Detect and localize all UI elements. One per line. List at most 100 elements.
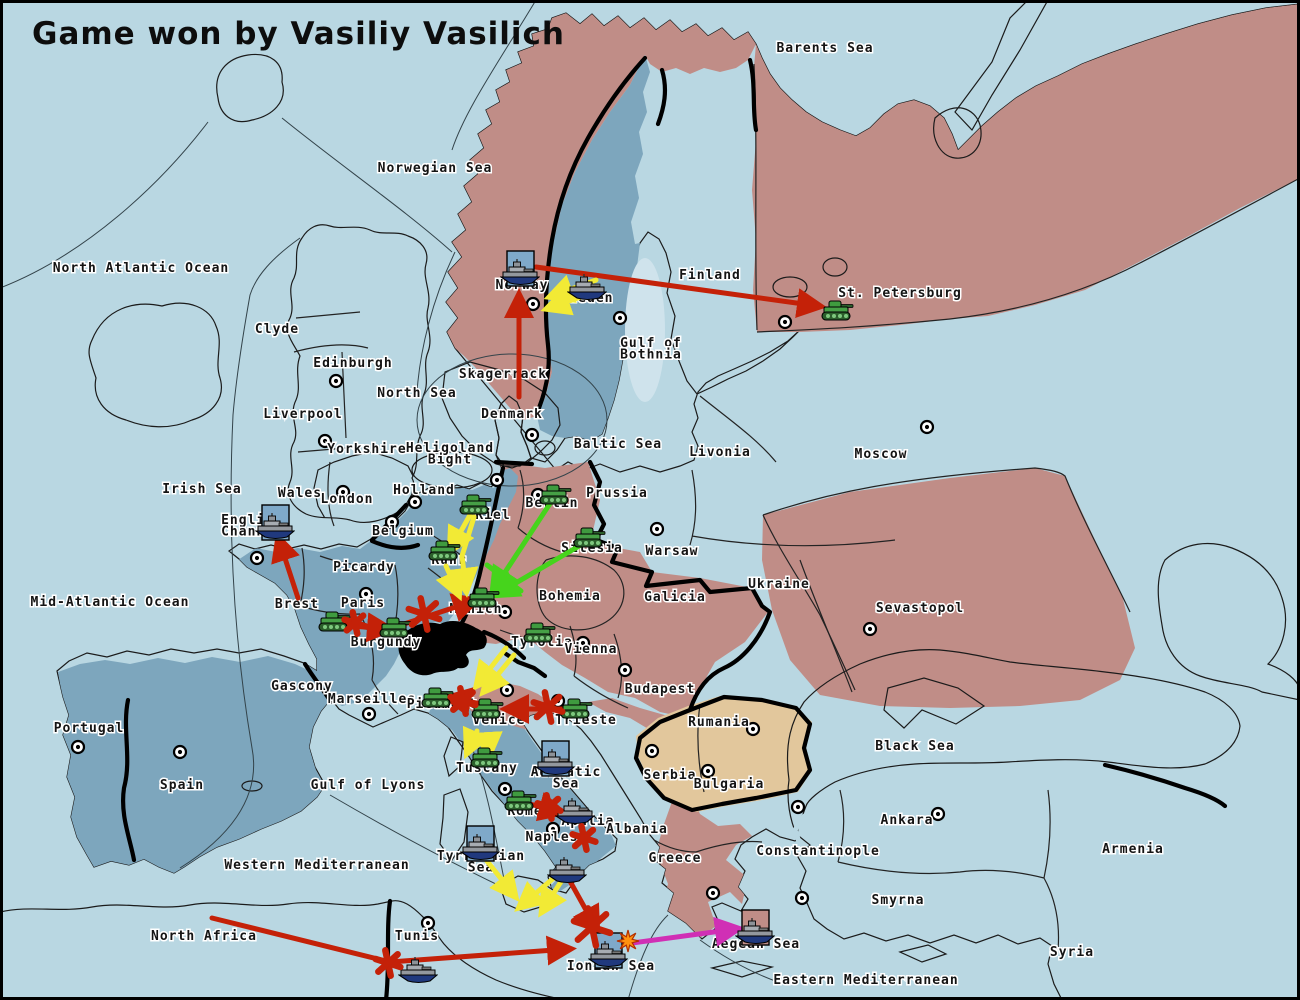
lake-onega (822, 257, 848, 277)
label-serbia: Serbia (644, 768, 697, 783)
label-constantinople: Constantinople (756, 844, 880, 859)
region-danish-isles (534, 440, 556, 456)
supply-center-marker (358, 586, 374, 602)
sea-caspian (1157, 542, 1300, 701)
label-st-petersburg: St. Petersburg (838, 286, 962, 301)
province-labels: Norwegian Sea Barents Sea North Atlantic O… (29, 40, 1164, 990)
label-heligoland-bight: Heligoland Bight (406, 441, 494, 468)
label-edinburgh: Edinburgh (313, 356, 392, 371)
region-norway-lapland (446, 13, 756, 420)
supply-center-marker (407, 494, 423, 510)
supply-center-marker (777, 314, 793, 330)
region-sardinia (439, 788, 469, 862)
move-arrow-yellow (479, 652, 517, 697)
failed-move-x-mark (372, 947, 404, 979)
supply-center-marker (617, 662, 633, 678)
label-london: London (321, 492, 374, 507)
label-belgium: Belgium (372, 524, 434, 539)
region-north-africa (0, 900, 566, 1000)
supply-center-marker (649, 521, 665, 537)
failed-move-x-mark (405, 595, 443, 633)
supply-center-marker (862, 621, 878, 637)
supply-center-marker (384, 514, 400, 530)
region-denmark (494, 395, 532, 467)
label-skagerrack: Skagerrack (459, 367, 547, 382)
label-baltic-sea: Baltic Sea (574, 437, 662, 452)
label-bulgaria: Bulgaria (694, 777, 765, 792)
label-ukraine: Ukraine (748, 577, 810, 592)
label-gascony: Gascony (271, 679, 333, 694)
supply-center-marker (545, 821, 561, 837)
region-central-europe (462, 462, 768, 718)
fleet-english-channel (255, 504, 295, 541)
label-galicia: Galicia (644, 590, 706, 605)
supply-center-marker (249, 550, 265, 566)
units (255, 250, 854, 984)
label-syria: Syria (1050, 945, 1094, 960)
label-gulf-of-bothnia: Gulf of Bothnia (620, 336, 682, 363)
supply-center-marker (705, 885, 721, 901)
supply-center-marker (575, 635, 591, 651)
label-wales: Wales (278, 486, 322, 501)
label-vienna: Vienna (565, 642, 618, 657)
region-west-balkans (588, 698, 752, 938)
region-corsica (443, 736, 464, 778)
supply-center-marker (525, 296, 541, 312)
label-albania: Albania (606, 822, 668, 837)
label-portugal: Portugal (54, 721, 125, 736)
label-irish-sea: Irish Sea (162, 482, 241, 497)
label-liverpool: Liverpool (263, 407, 342, 422)
supply-center-marker (497, 781, 513, 797)
label-picardy: Picardy (333, 560, 395, 575)
failed-move-x-mark (570, 905, 614, 949)
move-arrow-green (484, 562, 524, 594)
lake-ladoga (772, 276, 808, 298)
label-spain: Spain (160, 778, 204, 793)
label-gulf-of-lyons: Gulf of Lyons (311, 778, 426, 793)
inland-seas (411, 0, 1300, 860)
label-armenia: Armenia (1102, 842, 1164, 857)
sea-heligoland-bight (411, 451, 493, 489)
move-arrow-yellow (538, 877, 567, 918)
supply-center-marker (70, 739, 86, 755)
supply-center-marker (172, 744, 188, 760)
supply-center-marker (361, 706, 377, 722)
move-arrow-red (533, 264, 827, 318)
fleet-aegean-sea (735, 909, 775, 946)
region-cyprus (898, 944, 948, 963)
sea-bosphorus-strait (783, 813, 808, 860)
region-sweden (537, 55, 650, 441)
supply-center-marker (317, 433, 333, 449)
region-balkans-neutral (636, 696, 812, 812)
supply-center-marker (745, 721, 761, 737)
supply-center-marker (700, 763, 716, 779)
label-sevastopol: Sevastopol (876, 601, 964, 616)
region-iceland (216, 53, 284, 123)
page-title: Game won by Vasiliy Vasilich (32, 16, 565, 52)
label-holland: Holland (393, 483, 455, 498)
label-paris: Paris (341, 596, 385, 611)
move-arrow-yellow (446, 512, 475, 557)
effects (341, 595, 640, 979)
move-arrow-magenta (629, 916, 745, 947)
label-brest: Brest (275, 597, 319, 612)
failed-move-x-mark (447, 685, 479, 717)
supply-center-marker (420, 915, 436, 931)
supply-center-marker (497, 604, 513, 620)
label-naples: Naples (526, 830, 579, 845)
fleet-ionian-sea (588, 932, 628, 969)
label-mid-atlantic-ocean: Mid-Atlantic Ocean (31, 595, 190, 610)
failed-move-x-mark (341, 608, 369, 638)
region-crete (709, 960, 775, 978)
label-livonia: Livonia (689, 445, 751, 460)
label-moscow: Moscow (855, 447, 908, 462)
label-prussia: Prussia (586, 486, 648, 501)
label-marseilles: Marseilles (328, 692, 416, 707)
region-eurasia (56, 3, 1300, 1000)
move-arrow-red (271, 531, 301, 601)
label-rumania: Rumania (688, 715, 750, 730)
region-switzerland (398, 621, 487, 676)
supply-center-marker (335, 484, 351, 500)
label-western-mediterranean: Western Mediterranean (224, 858, 409, 873)
